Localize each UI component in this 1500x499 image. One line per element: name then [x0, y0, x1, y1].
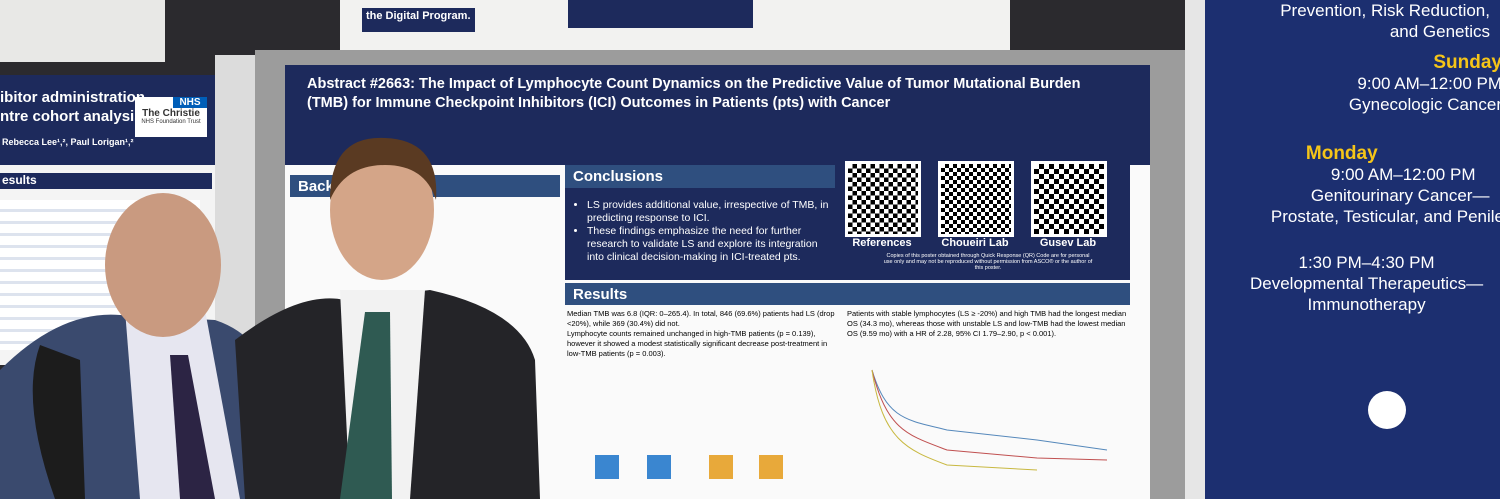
- time: 9:00 AM–12:00 PM: [1330, 165, 1476, 184]
- qr-label: Gusev Lab: [1039, 237, 1097, 249]
- curve: [871, 369, 1108, 461]
- session: Sunday 9:00 AM–12:00 PM Gynecologic Cancer: [1349, 52, 1500, 115]
- qr-area: References Choueiri Lab Gusev Lab Copies…: [843, 159, 1128, 271]
- banner-header: Prevention, Risk Reduction, and Genetics: [1280, 0, 1490, 42]
- section-heading: esults: [0, 173, 212, 189]
- banner-line: Prevention, Risk Reduction,: [1280, 1, 1490, 20]
- conclusions-panel: Conclusions LS provides additional value…: [565, 161, 1130, 280]
- logo-mark: NHS: [173, 97, 207, 108]
- curve: [871, 369, 1108, 451]
- time: 1:30 PM–4:30 PM: [1298, 253, 1435, 272]
- qr-code: [1031, 161, 1107, 237]
- qr-label: Choueiri Lab: [941, 237, 1009, 249]
- tie: [340, 312, 392, 499]
- center-poster: Abstract #2663: The Impact of Lymphocyte…: [285, 65, 1150, 499]
- tie: [170, 355, 215, 499]
- face: [330, 140, 434, 280]
- heading-text: Results: [573, 286, 628, 303]
- distant-poster: [0, 0, 165, 62]
- sign-text: the Digital Program.: [362, 8, 475, 32]
- topic: Gynecologic Cancer: [1348, 95, 1500, 114]
- day: Monday: [1305, 143, 1378, 164]
- box: [709, 455, 733, 479]
- box: [759, 455, 783, 479]
- topic: Prostate, Testicular, and Penile: [1270, 207, 1500, 226]
- session: 1:30 PM–4:30 PM Developmental Therapeutic…: [1250, 252, 1483, 315]
- face: [105, 193, 221, 337]
- logo-sub: NHS Foundation Trust: [141, 119, 201, 125]
- box: [647, 455, 671, 479]
- poster-title: Abstract #2663: The Impact of Lymphocyte…: [307, 76, 1081, 111]
- figures: [595, 369, 1108, 479]
- topic: Genitourinary Cancer—: [1310, 186, 1490, 205]
- heading-text: Back: [298, 178, 334, 195]
- heading-text: Conclusions: [565, 165, 835, 188]
- qr-label: References: [852, 237, 912, 249]
- topic: Immunotherapy: [1307, 295, 1426, 314]
- top-sign: the Digital Program.: [340, 0, 1010, 52]
- results-left: Median TMB was 6.8 (IQR: 0–265.4). In to…: [567, 309, 837, 359]
- qr-code: [938, 161, 1014, 237]
- logo: NHS The Christie NHS Foundation Trust: [135, 97, 207, 137]
- bullets: LS provides additional value, irrespecti…: [573, 199, 837, 264]
- schedule-banner: Prevention, Risk Reduction, and Genetics …: [1205, 0, 1500, 499]
- board-edge: [1185, 0, 1205, 499]
- topic: Developmental Therapeutics—: [1250, 274, 1484, 293]
- time: 9:00 AM–12:00 PM: [1357, 74, 1500, 93]
- day: Sunday: [1433, 52, 1500, 73]
- left-title: ntre cohort analysis: [0, 108, 143, 125]
- left-header: ibitor administration ntre cohort analys…: [0, 75, 215, 165]
- results-heading: Results: [565, 283, 1130, 305]
- qr-badge: [1368, 391, 1406, 429]
- results-text: Median TMB was 6.8 (IQR: 0–265.4). In to…: [567, 309, 835, 328]
- sign-block: [568, 0, 753, 28]
- logo-org: The Christie: [142, 108, 200, 119]
- banner-line: and Genetics: [1389, 22, 1490, 41]
- hair: [330, 137, 437, 200]
- session: Monday 9:00 AM–12:00 PM Genitourinary Canc…: [1211, 143, 1500, 227]
- poster-header: Abstract #2663: The Impact of Lymphocyte…: [285, 65, 1150, 165]
- bullet: These findings emphasize the need for fu…: [587, 225, 837, 264]
- backpack-strap: [32, 345, 85, 499]
- results-text: Lymphocyte counts remained unchanged in …: [567, 329, 828, 358]
- curve: [871, 369, 1038, 471]
- left-authors: Rebecca Lee¹,², Paul Lorigan¹,²: [2, 137, 134, 147]
- results-right: Patients with stable lymphocytes (LS ≥ -…: [847, 309, 1127, 338]
- bullet: LS provides additional value, irrespecti…: [587, 199, 837, 225]
- left-title: ibitor administration: [0, 89, 146, 106]
- box: [595, 455, 619, 479]
- qr-code: [845, 161, 921, 237]
- qr-note: Copies of this poster obtained through Q…: [883, 253, 1093, 271]
